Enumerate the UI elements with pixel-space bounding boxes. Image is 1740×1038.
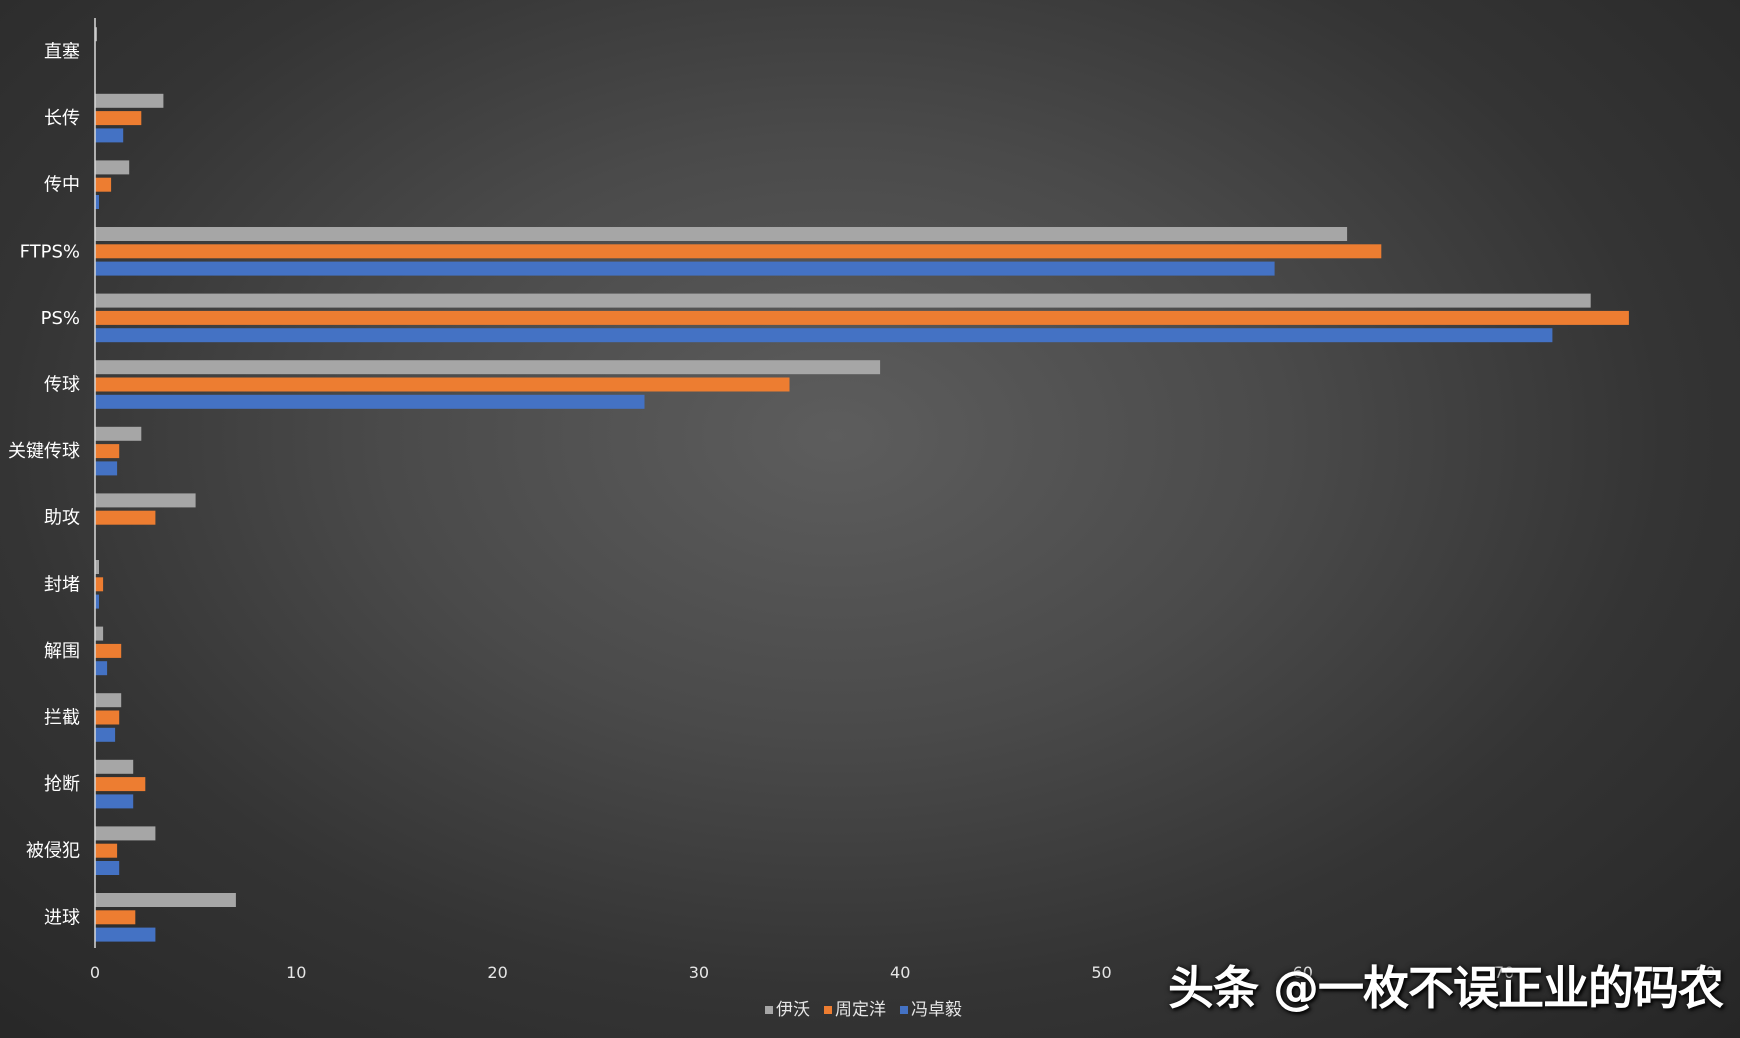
- x-tick-label: 80: [1695, 963, 1715, 982]
- legend-swatch: [824, 1006, 832, 1014]
- legend: 伊沃 周定洋 冯卓毅: [765, 1000, 962, 1020]
- bar-2-8: [95, 510, 156, 525]
- category-label: 传中: [44, 175, 80, 196]
- bar-1-6: [95, 360, 881, 375]
- bar-1-4: [95, 227, 1348, 241]
- bar-1-3: [95, 160, 130, 175]
- legend-swatch: [900, 1006, 908, 1014]
- bar-3-7: [95, 461, 118, 476]
- bar-2-4: [95, 244, 1382, 259]
- category-label: 拦截: [44, 708, 80, 729]
- bar-1-5: [95, 293, 1591, 308]
- x-tick-label: 30: [689, 963, 709, 982]
- x-tick-label: 10: [286, 963, 306, 982]
- legend-label: 周定洋: [835, 1000, 886, 1020]
- bar-2-6: [95, 377, 790, 392]
- legend-label: 伊沃: [776, 1000, 810, 1020]
- bar-1-14: [95, 893, 236, 907]
- bar-2-14: [95, 910, 136, 925]
- category-label: FTPS%: [20, 241, 80, 262]
- x-tick-label: 40: [890, 963, 910, 982]
- bar-2-3: [95, 177, 112, 192]
- bar-1-9: [95, 560, 99, 574]
- watermark-text: 头条 @一枚不误正业的码农: [1168, 961, 1724, 1015]
- x-tick-label: 70: [1494, 963, 1514, 982]
- bar-1-10: [95, 626, 104, 641]
- bar-2-10: [95, 643, 122, 658]
- category-label: 解围: [44, 641, 80, 662]
- bar-1-11: [95, 693, 122, 708]
- x-tick-label: 20: [487, 963, 507, 982]
- bar-2-7: [95, 444, 120, 459]
- x-tick-label: 50: [1091, 963, 1111, 982]
- bar-3-12: [95, 794, 134, 809]
- bar-3-9: [95, 594, 99, 609]
- category-label: 关键传球: [8, 441, 80, 462]
- bar-2-13: [95, 843, 118, 858]
- bar-2-12: [95, 777, 146, 792]
- x-tick-label: 60: [1293, 963, 1313, 982]
- category-label: 封堵: [44, 574, 80, 595]
- category-label: 助攻: [44, 508, 80, 529]
- bar-1-8: [95, 493, 196, 508]
- bar-3-3: [95, 195, 99, 209]
- category-label: 直塞: [44, 42, 80, 63]
- bar-1-13: [95, 826, 156, 841]
- bar-3-13: [95, 861, 120, 875]
- bar-2-5: [95, 310, 1629, 325]
- category-label: 进球: [44, 907, 80, 928]
- bar-3-11: [95, 727, 116, 742]
- bar-3-5: [95, 328, 1553, 343]
- category-label: 长传: [44, 108, 80, 129]
- bar-1-2: [95, 93, 164, 108]
- bar-3-4: [95, 261, 1275, 276]
- bar-3-10: [95, 661, 108, 676]
- bar-3-6: [95, 394, 645, 409]
- bar-1-7: [95, 426, 142, 441]
- x-tick-label: 0: [90, 963, 100, 982]
- category-label: 传球: [44, 375, 80, 396]
- bar-1-1: [95, 27, 97, 42]
- category-label: PS%: [41, 308, 80, 329]
- bar-2-9: [95, 577, 104, 592]
- bar-3-14: [95, 927, 156, 942]
- bars-group: [95, 27, 1629, 942]
- bar-3-2: [95, 128, 124, 143]
- x-tick-labels: 0 10 20 30 40 50 60 70 80: [90, 963, 1716, 982]
- bar-2-2: [95, 111, 142, 126]
- legend-label: 冯卓毅: [911, 1000, 962, 1020]
- bar-1-12: [95, 759, 134, 774]
- category-label: 被侵犯: [26, 841, 80, 862]
- bar-2-11: [95, 710, 120, 725]
- category-label: 抢断: [44, 774, 80, 795]
- legend-swatch: [765, 1006, 773, 1014]
